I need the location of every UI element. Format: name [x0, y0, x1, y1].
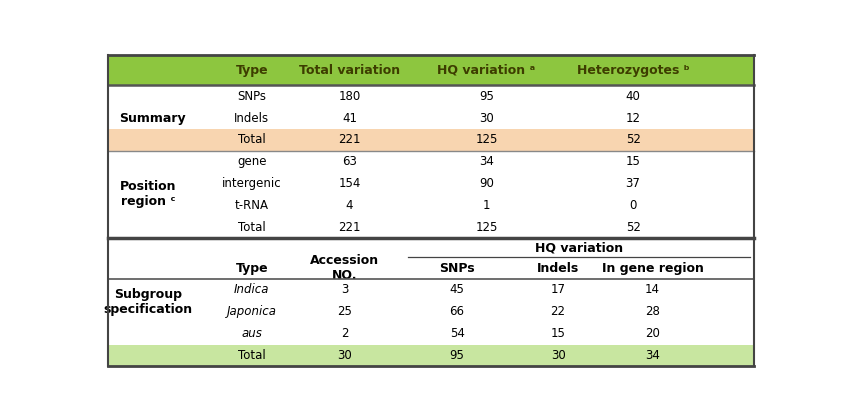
Text: 3: 3 [341, 284, 349, 296]
Bar [108, 344, 754, 366]
Text: 125: 125 [475, 221, 498, 234]
Bar [108, 129, 754, 151]
Text: 63: 63 [342, 155, 357, 168]
Text: intergenic: intergenic [222, 177, 282, 190]
Text: 52: 52 [626, 133, 641, 146]
Text: Subgroup
specification: Subgroup specification [103, 288, 193, 316]
Text: Total: Total [238, 133, 266, 146]
Text: Indica: Indica [234, 284, 269, 296]
Text: Heterozygotes ᵇ: Heterozygotes ᵇ [577, 64, 690, 77]
Text: HQ variation: HQ variation [535, 241, 623, 254]
Text: Indels: Indels [234, 112, 269, 125]
Text: 95: 95 [479, 90, 494, 103]
Text: 41: 41 [342, 112, 357, 125]
Text: 14: 14 [645, 284, 660, 296]
Text: 95: 95 [450, 349, 464, 362]
Text: 154: 154 [338, 177, 361, 190]
Text: 52: 52 [626, 221, 641, 234]
Text: 40: 40 [626, 90, 641, 103]
Text: 30: 30 [479, 112, 494, 125]
Text: 20: 20 [645, 327, 660, 340]
Text: SNPs: SNPs [237, 90, 267, 103]
Text: 37: 37 [626, 177, 641, 190]
Text: Total: Total [238, 349, 266, 362]
Text: Type: Type [235, 262, 268, 275]
Text: t-RNA: t-RNA [235, 199, 269, 212]
Text: 25: 25 [337, 305, 352, 318]
Text: Type: Type [235, 64, 268, 77]
Text: 30: 30 [551, 349, 565, 362]
Text: 12: 12 [626, 112, 641, 125]
Text: 2: 2 [341, 327, 349, 340]
Text: SNPs: SNPs [439, 262, 475, 275]
Text: 30: 30 [337, 349, 352, 362]
Text: 180: 180 [338, 90, 361, 103]
Text: 34: 34 [645, 349, 660, 362]
Text: Summary: Summary [119, 112, 185, 125]
Text: 221: 221 [338, 221, 361, 234]
Text: Total variation: Total variation [299, 64, 400, 77]
Text: 125: 125 [475, 133, 498, 146]
Text: HQ variation ᵃ: HQ variation ᵃ [437, 64, 536, 77]
Text: 15: 15 [626, 155, 641, 168]
Text: 4: 4 [346, 199, 353, 212]
Text: Indels: Indels [537, 262, 579, 275]
Text: aus: aus [241, 327, 262, 340]
Text: In gene region: In gene region [601, 262, 704, 275]
Text: 17: 17 [551, 284, 566, 296]
Text: Accession
NO.: Accession NO. [310, 254, 379, 282]
Text: 1: 1 [483, 199, 490, 212]
Text: Position
region ᶜ: Position region ᶜ [120, 181, 177, 208]
Text: 15: 15 [551, 327, 565, 340]
Text: 90: 90 [479, 177, 494, 190]
Text: Total: Total [238, 221, 266, 234]
Text: gene: gene [237, 155, 267, 168]
Text: 66: 66 [450, 305, 464, 318]
Text: 0: 0 [629, 199, 637, 212]
Text: 45: 45 [450, 284, 464, 296]
Text: 22: 22 [551, 305, 566, 318]
Bar [108, 55, 754, 85]
Text: 34: 34 [479, 155, 494, 168]
Text: 54: 54 [450, 327, 464, 340]
Text: Japonica: Japonica [227, 305, 277, 318]
Text: 28: 28 [645, 305, 660, 318]
Text: 221: 221 [338, 133, 361, 146]
